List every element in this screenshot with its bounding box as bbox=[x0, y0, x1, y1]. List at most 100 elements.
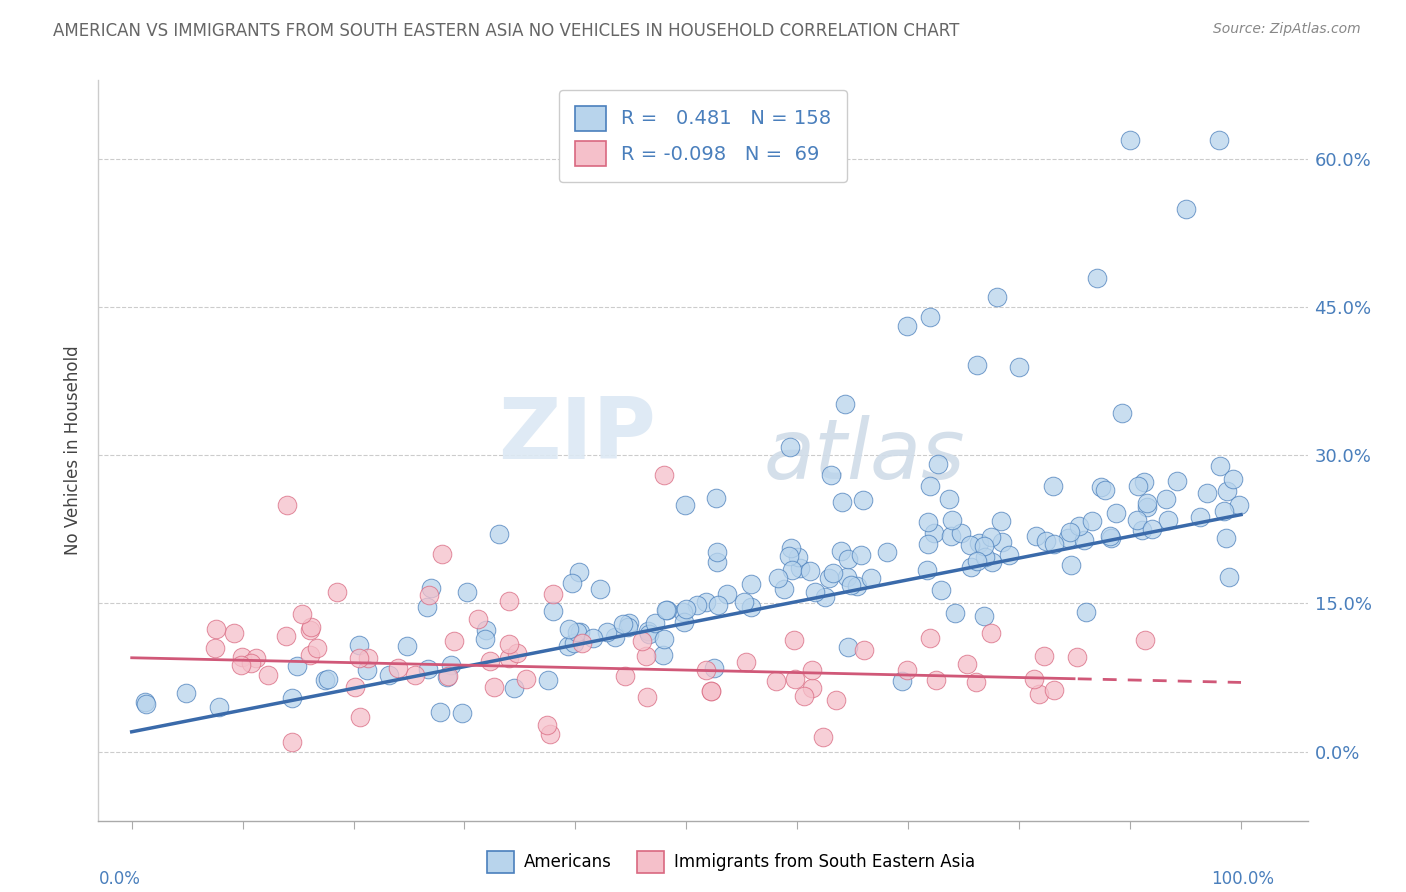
Point bbox=[276, 498, 298, 512]
Point bbox=[541, 604, 564, 618]
Point bbox=[281, 691, 304, 706]
Point bbox=[416, 662, 439, 676]
Point bbox=[1043, 683, 1066, 698]
Point bbox=[498, 650, 520, 665]
Point bbox=[1060, 558, 1083, 573]
Point bbox=[418, 588, 440, 602]
Point bbox=[655, 603, 678, 617]
Point bbox=[1126, 513, 1149, 527]
Point bbox=[779, 541, 801, 555]
Point bbox=[896, 664, 918, 678]
Point bbox=[436, 670, 458, 684]
Text: AMERICAN VS IMMIGRANTS FROM SOUTH EASTERN ASIA NO VEHICLES IN HOUSEHOLD CORRELAT: AMERICAN VS IMMIGRANTS FROM SOUTH EASTER… bbox=[53, 22, 960, 40]
Point bbox=[896, 319, 918, 334]
Point bbox=[613, 669, 636, 683]
Point bbox=[965, 674, 987, 689]
Point bbox=[849, 549, 872, 563]
Point bbox=[837, 570, 859, 584]
Point bbox=[415, 599, 437, 614]
Point bbox=[1195, 486, 1218, 500]
Point bbox=[644, 615, 666, 630]
Legend: Americans, Immigrants from South Eastern Asia: Americans, Immigrants from South Eastern… bbox=[481, 845, 981, 880]
Point bbox=[783, 632, 806, 647]
Point bbox=[814, 590, 837, 604]
Point bbox=[581, 632, 603, 646]
Point bbox=[800, 663, 823, 677]
Point bbox=[291, 607, 314, 622]
Point bbox=[474, 632, 496, 647]
Point bbox=[1136, 496, 1159, 510]
Text: 0.0%: 0.0% bbox=[98, 870, 141, 888]
Point bbox=[347, 651, 370, 665]
Point bbox=[1156, 492, 1178, 507]
Point bbox=[706, 545, 728, 559]
Point bbox=[1132, 475, 1154, 489]
Point bbox=[924, 525, 946, 540]
Point bbox=[637, 624, 659, 639]
Point bbox=[991, 535, 1014, 549]
Point bbox=[1128, 479, 1150, 493]
Point bbox=[820, 468, 842, 483]
Point bbox=[387, 661, 409, 675]
Point bbox=[612, 617, 634, 632]
Point bbox=[316, 672, 339, 686]
Point bbox=[852, 492, 875, 507]
Point bbox=[1059, 524, 1081, 539]
Point bbox=[565, 625, 588, 640]
Point bbox=[998, 548, 1021, 562]
Point bbox=[765, 674, 787, 689]
Point bbox=[1218, 570, 1240, 584]
Point bbox=[845, 579, 868, 593]
Point bbox=[404, 668, 426, 682]
Point bbox=[1028, 687, 1050, 701]
Point bbox=[706, 555, 728, 569]
Point bbox=[1035, 534, 1057, 549]
Point bbox=[779, 440, 801, 454]
Point bbox=[1066, 649, 1088, 664]
Point bbox=[1042, 478, 1064, 492]
Point bbox=[1057, 531, 1080, 545]
Point bbox=[498, 594, 520, 608]
Point bbox=[1024, 672, 1046, 686]
Point bbox=[231, 658, 253, 673]
Point bbox=[208, 699, 231, 714]
Text: 100.0%: 100.0% bbox=[1212, 870, 1274, 888]
Point bbox=[716, 587, 738, 601]
Point bbox=[299, 648, 322, 662]
Point bbox=[634, 648, 657, 663]
Point bbox=[695, 663, 717, 677]
Point bbox=[326, 584, 349, 599]
Point bbox=[1208, 132, 1230, 146]
Point bbox=[927, 457, 949, 471]
Point bbox=[603, 630, 626, 644]
Point bbox=[429, 705, 451, 719]
Point bbox=[793, 689, 815, 703]
Point bbox=[1227, 498, 1250, 512]
Point bbox=[831, 495, 853, 509]
Point bbox=[437, 669, 460, 683]
Point bbox=[707, 598, 730, 612]
Point bbox=[929, 583, 952, 598]
Point bbox=[1076, 605, 1098, 619]
Point bbox=[918, 479, 941, 493]
Point bbox=[224, 626, 246, 640]
Point bbox=[766, 571, 789, 585]
Point bbox=[176, 686, 198, 700]
Point bbox=[735, 656, 758, 670]
Point bbox=[1099, 528, 1122, 542]
Point bbox=[135, 698, 157, 712]
Point bbox=[772, 582, 794, 596]
Point bbox=[960, 560, 983, 574]
Point bbox=[675, 601, 697, 615]
Point bbox=[596, 624, 619, 639]
Point bbox=[456, 585, 478, 599]
Point bbox=[245, 650, 267, 665]
Point bbox=[973, 539, 995, 553]
Point bbox=[813, 730, 835, 744]
Point bbox=[1174, 202, 1197, 216]
Point bbox=[1090, 480, 1112, 494]
Point bbox=[1130, 524, 1153, 538]
Point bbox=[568, 625, 591, 640]
Point bbox=[1222, 472, 1244, 486]
Point bbox=[357, 650, 380, 665]
